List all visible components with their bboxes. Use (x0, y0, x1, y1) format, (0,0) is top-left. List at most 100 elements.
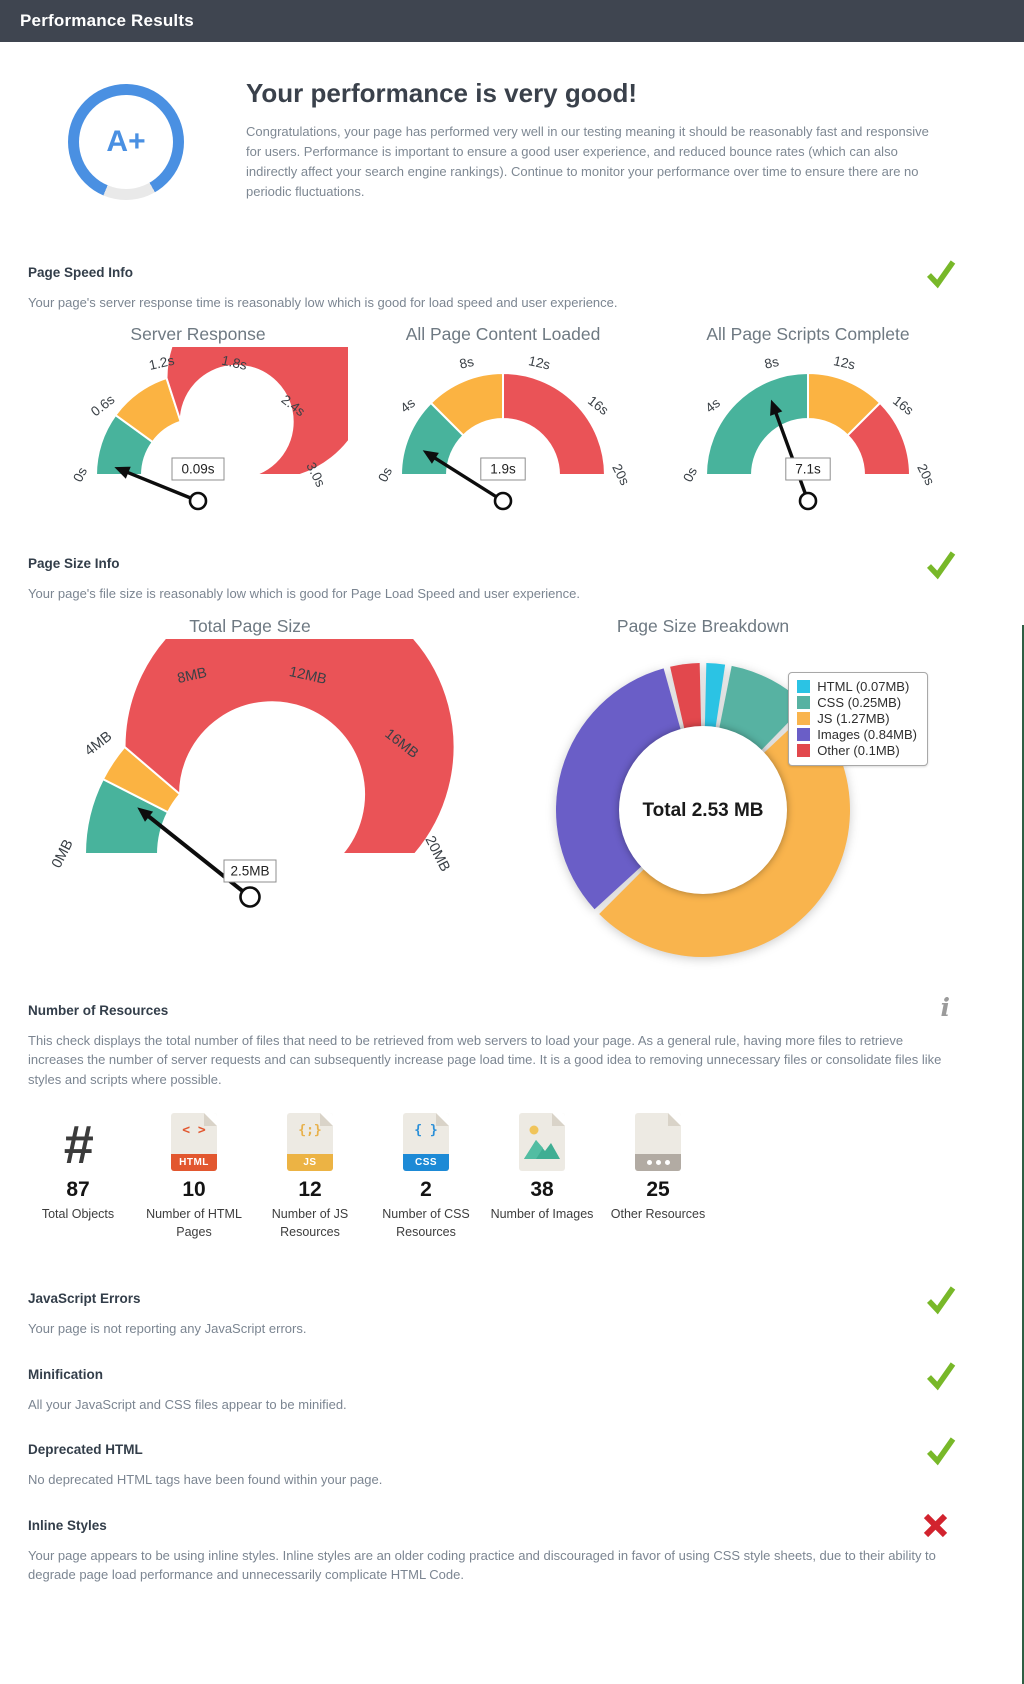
check-icon (925, 257, 957, 289)
svg-text:8s: 8s (763, 354, 780, 372)
resource-js-files: {;} JS 12 Number of JS Resources (252, 1109, 368, 1241)
resource-images: 38 Number of Images (484, 1109, 600, 1241)
section-page-speed: Page Speed Info Your page's server respo… (28, 259, 956, 523)
legend-swatch (797, 695, 811, 709)
hash-glyph: # (62, 1114, 94, 1175)
resource-label: Number of CSS Resources (382, 1207, 470, 1240)
section-heading: Page Speed Info (28, 264, 134, 280)
section-body: Your page's server response time is reas… (28, 294, 618, 310)
svg-text:12s: 12s (832, 353, 857, 372)
section-heading: Number of Resources (28, 1002, 169, 1018)
page-size-donut-chart: Total 2.53 MB (556, 662, 850, 957)
legend-swatch (797, 727, 811, 741)
server-response-gauge: 0s0.6s1.2s 1.8s2.4s3.0s0.09s (70, 347, 348, 511)
section-heading: JavaScript Errors (28, 1291, 141, 1307)
svg-text:1.9s: 1.9s (490, 462, 516, 477)
resource-count: 10 (182, 1178, 206, 1202)
info-icon[interactable]: i (940, 992, 951, 1022)
legend-item: Images (0.84MB) (797, 727, 917, 742)
hero-text: Your performance is very good! Congratul… (246, 76, 944, 203)
section-heading: Inline Styles (28, 1517, 107, 1533)
section-heading: Deprecated HTML (28, 1442, 143, 1458)
gauge-total-page-size: Total Page Size 0MB 4MB 8MB 12MB 16MB 20MB 2.5… (0, 616, 500, 975)
check-icon (925, 548, 957, 580)
chart-title: All Page Content Loaded (405, 324, 601, 345)
css-glyph: { } (414, 1123, 438, 1139)
svg-text:4s: 4s (703, 395, 724, 416)
scripts-complete-gauge: 0s 4s 8s 12s 16s 20s 7.1s (680, 353, 938, 511)
legend-label: Other (0.1MB) (817, 742, 900, 758)
content-loaded-gauge: 0s 4s 8s 12s 16s 20s 1.9s (375, 353, 633, 511)
chart-title: Total Page Size (189, 615, 311, 636)
section-body: Your page appears to be using inline sty… (28, 1547, 936, 1583)
section-heading: Minification (28, 1366, 103, 1382)
svg-text:Total 2.53 MB: Total 2.53 MB (642, 800, 763, 821)
section-body: All your JavaScript and CSS files appear… (28, 1396, 347, 1412)
svg-text:0s: 0s (375, 465, 395, 485)
page-size-breakdown: Page Size Breakdown Total 2.53 MB HTML (… (500, 616, 930, 975)
resource-css-files: { } CSS 2 Number of CSS Resources (368, 1109, 484, 1241)
svg-text:12s: 12s (527, 353, 552, 372)
html-badge: HTML (171, 1154, 217, 1172)
legend-swatch (797, 711, 811, 725)
css-file-icon: { } CSS (368, 1109, 484, 1172)
resource-html-pages: < > HTML 10 Number of HTML Pages (136, 1109, 252, 1241)
section-body: Your page is not reporting any JavaScrip… (28, 1321, 307, 1337)
section-inline-styles: Inline Styles Your page appears to be us… (28, 1513, 948, 1585)
size-charts-row: Total Page Size 0MB 4MB 8MB 12MB 16MB 20MB 2.5… (0, 616, 1024, 975)
gauge-scripts-complete: All Page Scripts Complete 0s 4s 8s 12s 16s 20… (658, 324, 958, 522)
svg-text:1.2s: 1.2s (148, 353, 176, 373)
hash-icon: # (20, 1109, 136, 1175)
hero-title: Your performance is very good! (246, 78, 638, 108)
legend-item: CSS (0.25MB) (797, 695, 917, 710)
section-body: Your page's file size is reasonably low … (28, 586, 580, 602)
svg-text:20MB: 20MB (421, 833, 452, 874)
resource-label: Total Objects (41, 1207, 115, 1222)
legend-label: CSS (0.25MB) (817, 694, 902, 710)
hero-description: Congratulations, your page has performed… (246, 124, 929, 200)
svg-text:0MB: 0MB (49, 837, 77, 871)
image-file-icon (484, 1109, 600, 1172)
svg-text:4MB: 4MB (82, 728, 115, 759)
legend-swatch (797, 679, 811, 693)
folded-corner (436, 1113, 449, 1127)
svg-text:8MB: 8MB (176, 664, 209, 686)
app-header: Performance Results (0, 0, 1024, 42)
section-deprecated-html: Deprecated HTML No deprecated HTML tags … (28, 1437, 956, 1490)
check-icon (925, 1434, 957, 1466)
resource-count: 12 (298, 1178, 322, 1202)
js-glyph: {;} (298, 1123, 322, 1139)
section-resources: Number of Resources i This check display… (28, 993, 950, 1242)
gauge-server-response: Server Response 0s 0.6s 1.2s 1.8s 2.4s 3.0s 0.… (48, 324, 348, 522)
section-js-errors: JavaScript Errors Your page is not repor… (28, 1286, 956, 1339)
page-title: Performance Results (20, 11, 194, 30)
svg-text:2.5MB: 2.5MB (230, 863, 269, 878)
css-badge: CSS (403, 1154, 449, 1172)
legend-item: Other (0.1MB) (797, 743, 917, 758)
grade-ring: A+ (68, 84, 184, 200)
svg-text:0s: 0s (70, 465, 90, 485)
cross-icon (922, 1512, 954, 1544)
section-heading: Page Size Info (28, 556, 120, 572)
svg-text:0.09s: 0.09s (181, 462, 214, 477)
section-body: No deprecated HTML tags have been found … (28, 1472, 383, 1488)
grade-value: A+ (79, 95, 173, 189)
folded-corner (204, 1113, 217, 1127)
resource-label: Number of HTML Pages (146, 1207, 242, 1240)
legend-label: JS (1.27MB) (817, 710, 890, 726)
hero-summary: A+ Your performance is very good! Congra… (0, 42, 1024, 203)
folded-corner (552, 1113, 565, 1127)
donut-legend: HTML (0.07MB) CSS (0.25MB) JS (1.27MB) Imag… (788, 671, 928, 766)
chart-title: Server Response (130, 324, 266, 345)
svg-text:8s: 8s (458, 354, 475, 372)
resource-count: 87 (66, 1178, 90, 1202)
js-badge: JS (287, 1154, 333, 1172)
js-file-icon: {;} JS (252, 1109, 368, 1172)
resource-count: 38 (530, 1178, 554, 1202)
svg-text:0.6s: 0.6s (88, 392, 118, 420)
resource-count: 25 (646, 1178, 670, 1202)
resource-label: Other Resources (610, 1207, 706, 1222)
chart-title: All Page Scripts Complete (706, 324, 910, 345)
svg-text:16s: 16s (585, 393, 612, 418)
folded-corner (320, 1113, 333, 1127)
